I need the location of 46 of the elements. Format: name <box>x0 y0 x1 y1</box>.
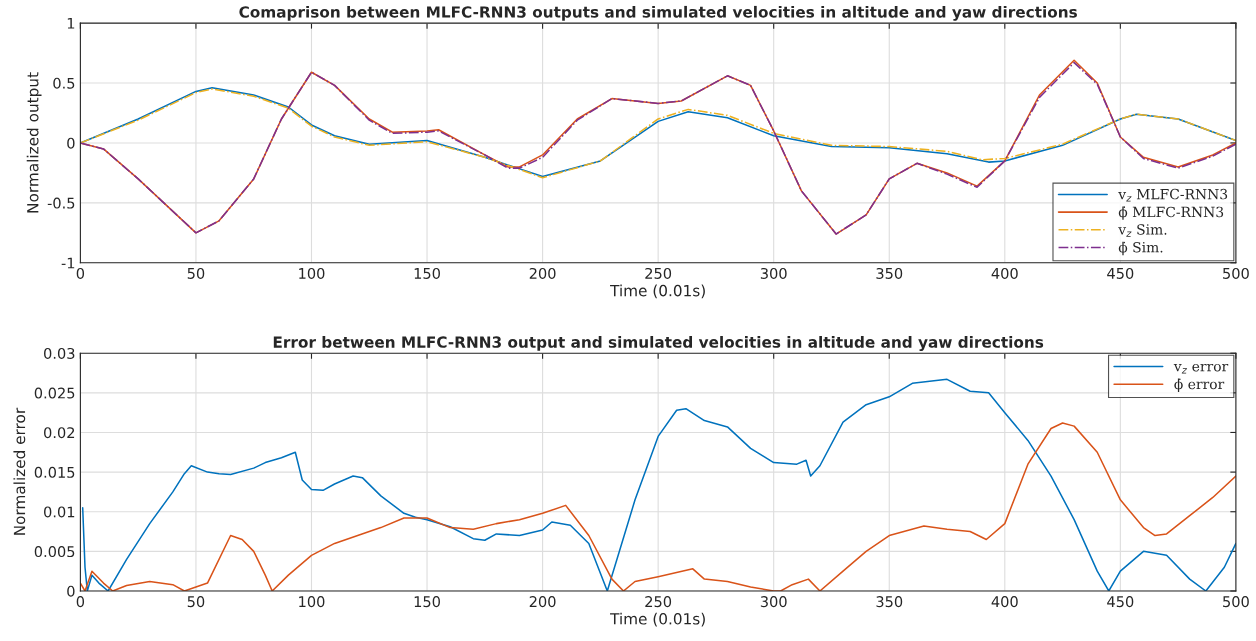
x-tick-label: 0 <box>76 267 85 279</box>
x-tick-label: 250 <box>645 596 672 608</box>
y-tick-label: 0.015 <box>34 466 75 478</box>
x-tick-label: 500 <box>1223 267 1249 279</box>
x-tick-label: 300 <box>760 267 787 279</box>
legend-label: ϕ̇ error <box>1174 378 1225 392</box>
legend-label: ϕ̇ Sim. <box>1118 241 1163 256</box>
y-tick-label: 0.03 <box>44 347 75 359</box>
x-tick-label: 0 <box>76 596 85 608</box>
legend-label: v$_{z}$ MLFC-RNN3 <box>1118 188 1228 202</box>
x-tick-label: 100 <box>299 596 325 608</box>
y-axis-title: Normalized output <box>26 72 42 213</box>
legend-label: v$_{z}$ error <box>1173 363 1229 374</box>
y-tick-label: 0 <box>67 137 75 149</box>
x-tick-label: 200 <box>529 596 556 608</box>
y-tick-label: -1 <box>61 257 75 269</box>
chart-title: Error between MLFC-RNN3 output and simulated velocities in altitude and yaw directions <box>273 336 1044 351</box>
y-tick-label: -0.5 <box>47 197 75 209</box>
y-tick-label: 0 <box>67 585 75 597</box>
y-tick-label: 0.01 <box>44 506 75 518</box>
y-tick-label: 1 <box>67 17 75 29</box>
x-tick-label: 350 <box>876 267 903 279</box>
x-axis-title: Time (0.01s) <box>610 284 705 299</box>
x-tick-label: 400 <box>991 267 1018 279</box>
y-tick-label: 0.02 <box>44 427 75 439</box>
x-tick-label: 50 <box>187 267 205 279</box>
legend-label: v$_{z}$ Sim. <box>1118 224 1167 237</box>
x-tick-label: 350 <box>876 596 903 608</box>
y-axis-title: Normalized error <box>13 407 26 535</box>
x-tick-label: 300 <box>760 596 787 608</box>
x-tick-label: 500 <box>1223 596 1249 608</box>
chart-title: Comaprison between MLFC-RNN3 outputs and simulated velocities in altitude and yaw directions <box>239 5 1077 21</box>
x-tick-label: 450 <box>1107 596 1134 608</box>
x-tick-label: 400 <box>991 596 1018 608</box>
x-tick-label: 250 <box>645 267 672 279</box>
y-tick-label: 0.005 <box>34 546 75 558</box>
x-tick-label: 200 <box>529 267 556 279</box>
x-tick-label: 150 <box>414 267 440 279</box>
y-tick-label: 0.5 <box>53 77 75 89</box>
x-tick-label: 150 <box>414 596 440 608</box>
x-tick-label: 100 <box>299 267 325 279</box>
x-tick-label: 450 <box>1107 267 1134 279</box>
y-tick-label: 0.025 <box>34 387 75 399</box>
x-axis-title: Time (0.01s) <box>610 612 705 627</box>
x-tick-label: 50 <box>187 596 205 608</box>
legend-label: ϕ̇ MLFC-RNN3 <box>1118 206 1224 220</box>
